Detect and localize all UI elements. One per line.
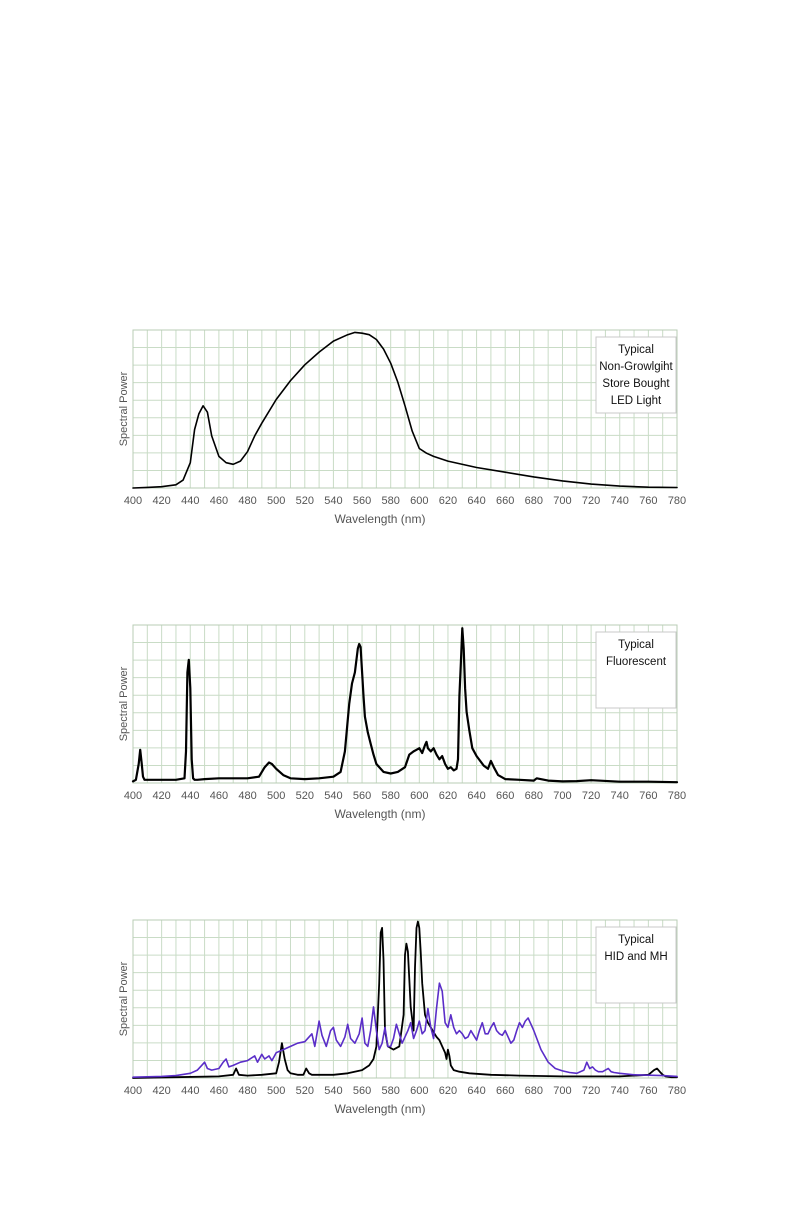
x-tick-label: 460 [210, 1085, 228, 1097]
legend-line: Typical [618, 934, 654, 946]
x-tick-label: 560 [353, 1085, 371, 1097]
x-tick-label: 640 [467, 790, 485, 802]
gridlines [133, 625, 677, 783]
legend-box [595, 926, 677, 1004]
x-tick-label: 640 [467, 495, 485, 507]
x-tick-label: 720 [582, 495, 600, 507]
series-line-0 [131, 627, 679, 784]
x-tick-label: 660 [496, 1085, 514, 1097]
x-tick-label: 660 [496, 495, 514, 507]
x-axis-label: Wavelength (nm) [335, 512, 426, 526]
chart-hid-mh: 400 420 440 460 480 500 520 540 560 580 600 620 640 6… [118, 919, 686, 1116]
x-tick-label: 440 [181, 495, 199, 507]
x-tick-label: 580 [382, 495, 400, 507]
legend-line: Store Bought [602, 378, 670, 390]
x-tick-label: 680 [525, 790, 543, 802]
x-tick-label: 520 [296, 790, 314, 802]
chart-led: 400 420 440 460 480 500 520 540 560 580 600 620 640 6… [118, 329, 686, 526]
x-tick-label: 620 [439, 495, 457, 507]
x-tick-label: 580 [382, 790, 400, 802]
x-tick-label: 440 [181, 1085, 199, 1097]
x-tick-label: 560 [353, 790, 371, 802]
x-tick-label: 460 [210, 790, 228, 802]
x-tick-label: 420 [152, 790, 170, 802]
x-tick-label: 420 [152, 495, 170, 507]
x-tick-label: 760 [639, 1085, 657, 1097]
x-tick-label: 520 [296, 1085, 314, 1097]
x-tick-label: 460 [210, 495, 228, 507]
x-tick-label: 740 [611, 1085, 629, 1097]
x-tick-label: 540 [324, 790, 342, 802]
x-tick-label: 420 [152, 1085, 170, 1097]
x-tick-label: 700 [553, 1085, 571, 1097]
x-tick-label: 400 [124, 495, 142, 507]
x-tick-label: 480 [238, 1085, 256, 1097]
x-tick-label: 700 [553, 790, 571, 802]
y-axis-label: Spectral Power [118, 371, 130, 446]
plot-area [132, 329, 678, 489]
x-tick-label: 480 [238, 495, 256, 507]
legend-line: LED Light [611, 395, 662, 407]
x-tick-label: 720 [582, 790, 600, 802]
x-axis-label: Wavelength (nm) [335, 807, 426, 821]
x-tick-label: 740 [611, 495, 629, 507]
x-tick-label: 760 [639, 790, 657, 802]
x-tick-label: 540 [324, 1085, 342, 1097]
legend-line: Fluorescent [606, 656, 667, 668]
x-axis-label: Wavelength (nm) [335, 1102, 426, 1116]
x-tick-label: 500 [267, 495, 285, 507]
x-tick-label: 600 [410, 1085, 428, 1097]
x-tick-label: 640 [467, 1085, 485, 1097]
legend-box [595, 631, 677, 709]
series-line-0 [132, 920, 678, 1079]
plot-area [132, 624, 678, 784]
y-axis-label: Spectral Power [118, 961, 130, 1036]
x-tick-label: 500 [267, 1085, 285, 1097]
x-tick-label: 680 [525, 1085, 543, 1097]
legend-box [595, 336, 677, 414]
plot-area [132, 919, 678, 1079]
x-tick-label: 400 [124, 790, 142, 802]
legend-line: Non-Growlgiht [599, 361, 673, 373]
x-tick-label: 680 [525, 495, 543, 507]
x-tick-label: 760 [639, 495, 657, 507]
x-tick-label: 660 [496, 790, 514, 802]
chart-fluorescent: 400 420 440 460 480 500 520 540 560 580 600 620 640 6… [118, 624, 686, 821]
x-tick-label: 740 [611, 790, 629, 802]
legend-line: Typical [618, 344, 654, 356]
series-line-0 [132, 331, 678, 489]
legend-line: Typical [618, 639, 654, 651]
series-line-1 [132, 982, 678, 1078]
x-tick-label: 620 [439, 1085, 457, 1097]
x-tick-label: 780 [668, 1085, 686, 1097]
x-tick-label: 600 [410, 495, 428, 507]
x-tick-label: 500 [267, 790, 285, 802]
x-tick-label: 520 [296, 495, 314, 507]
x-tick-label: 780 [668, 495, 686, 507]
x-tick-label: 560 [353, 495, 371, 507]
x-tick-label: 480 [238, 790, 256, 802]
gridlines [133, 920, 677, 1078]
legend-line: HID and MH [604, 951, 667, 963]
x-tick-label: 440 [181, 790, 199, 802]
gridlines [133, 330, 677, 488]
x-tick-label: 620 [439, 790, 457, 802]
x-tick-label: 540 [324, 495, 342, 507]
x-tick-label: 720 [582, 1085, 600, 1097]
x-tick-label: 400 [124, 1085, 142, 1097]
x-tick-label: 600 [410, 790, 428, 802]
x-tick-label: 780 [668, 790, 686, 802]
y-axis-label: Spectral Power [118, 666, 130, 741]
x-tick-label: 580 [382, 1085, 400, 1097]
x-tick-label: 700 [553, 495, 571, 507]
